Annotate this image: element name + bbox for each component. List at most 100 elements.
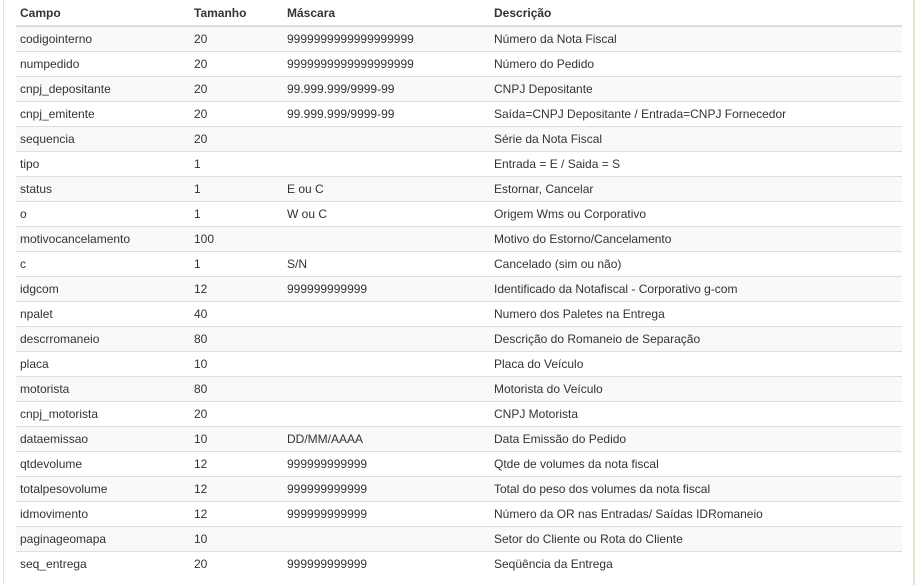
cell-campo: dataemissao (16, 426, 190, 452)
table-row: cnpj_depositante 20 99.999.999/9999-99 CNPJ… (16, 76, 902, 102)
cell-mascara: 99.999.999/9999-99 (283, 76, 490, 102)
cell-tamanho: 20 (190, 401, 283, 427)
cell-descricao: Setor do Cliente ou Rota do Cliente (490, 526, 902, 552)
cell-mascara: W ou C (283, 201, 490, 227)
table-row: codigointerno 20 9999999999999999999 Número… (16, 26, 902, 52)
cell-descricao: Entrada = E / Saida = S (490, 151, 902, 177)
table-row: numpedido 20 9999999999999999999 Número do … (16, 51, 902, 77)
cell-mascara: 99.999.999/9999-99 (283, 101, 490, 127)
cell-tamanho: 12 (190, 451, 283, 477)
table-row: descrromaneio 80 Descrição do Romaneio de … (16, 326, 902, 352)
table-row: npalet 40 Numero dos Paletes na Entrega (16, 301, 902, 327)
table-row: cnpj_motorista 20 CNPJ Motorista (16, 401, 902, 427)
cell-mascara: 999999999999 (283, 501, 490, 527)
cell-descricao: Cancelado (sim ou não) (490, 251, 902, 277)
cell-mascara (283, 526, 490, 552)
cell-descricao: Qtde de volumes da nota fiscal (490, 451, 902, 477)
cell-mascara (283, 151, 490, 177)
cell-descricao: Motorista do Veículo (490, 376, 902, 402)
cell-campo: c (16, 251, 190, 277)
cell-descricao: Estornar, Cancelar (490, 176, 902, 202)
cell-tamanho: 20 (190, 101, 283, 127)
cell-descricao: Numero dos Paletes na Entrega (490, 301, 902, 327)
cell-tamanho: 12 (190, 476, 283, 502)
cell-tamanho: 10 (190, 351, 283, 377)
table-row: motorista 80 Motorista do Veículo (16, 376, 902, 402)
cell-mascara: E ou C (283, 176, 490, 202)
cell-tamanho: 20 (190, 126, 283, 152)
table-row: placa 10 Placa do Veículo (16, 351, 902, 377)
cell-descricao: Série da Nota Fiscal (490, 126, 902, 152)
cell-mascara (283, 351, 490, 377)
cell-mascara: 999999999999 (287, 557, 368, 571)
cell-campo: totalpesovolume (16, 476, 190, 502)
cell-descricao: Data Emissão do Pedido (490, 426, 902, 452)
cell-tamanho: 1 (190, 151, 283, 177)
cell-tamanho: 20 (190, 26, 283, 52)
table-header-row: Campo Tamanho Máscara Descrição (16, 0, 902, 27)
cell-descricao: Origem Wms ou Corporativo (490, 201, 902, 227)
cell-mascara (283, 126, 490, 152)
table-row: tipo 1 Entrada = E / Saida = S (16, 151, 902, 177)
table-row: sequencia 20 Série da Nota Fiscal (16, 126, 902, 152)
table-row: c 1 S/N Cancelado (sim ou não) (16, 251, 902, 277)
header-mascara: Máscara (283, 0, 490, 27)
table-row: seq_entrega 20 999999999999 Seqüência da En… (16, 552, 902, 577)
cell-campo: npalet (16, 301, 190, 327)
cell-mascara: S/N (283, 251, 490, 277)
table-row: totalpesovolume 12 999999999999 Total do pe… (16, 476, 902, 502)
header-descricao: Descrição (490, 0, 902, 27)
cell-mascara (283, 401, 490, 427)
cell-campo: status (16, 176, 190, 202)
cell-descricao: Saída=CNPJ Depositante / Entrada=CNPJ Fo… (490, 101, 902, 127)
cell-campo: cnpj_motorista (16, 401, 190, 427)
cell-tamanho: 80 (190, 326, 283, 352)
cell-campo: seq_entrega (20, 557, 87, 571)
cell-descricao: Descrição do Romaneio de Separação (490, 326, 902, 352)
cell-campo: tipo (16, 151, 190, 177)
cell-mascara: 9999999999999999999 (283, 51, 490, 77)
cell-descricao: Total do peso dos volumes da nota fiscal (490, 476, 902, 502)
cell-mascara: 999999999999 (283, 276, 490, 302)
cell-tamanho: 10 (190, 426, 283, 452)
cell-campo: o (16, 201, 190, 227)
table-row: paginageomapa 10 Setor do Cliente ou Rota … (16, 526, 902, 552)
cell-campo: numpedido (16, 51, 190, 77)
table-row: status 1 E ou C Estornar, Cancelar (16, 176, 902, 202)
cell-descricao: Motivo do Estorno/Cancelamento (490, 226, 902, 252)
cell-mascara (283, 301, 490, 327)
cell-mascara (283, 226, 490, 252)
table-row: dataemissao 10 DD/MM/AAAA Data Emissão do P… (16, 426, 902, 452)
cell-mascara: 999999999999 (283, 476, 490, 502)
cell-tamanho: 40 (190, 301, 283, 327)
cell-mascara: 999999999999 (283, 451, 490, 477)
cell-campo: motivocancelamento (16, 226, 190, 252)
cell-campo: cnpj_depositante (16, 76, 190, 102)
header-campo: Campo (16, 0, 190, 27)
cell-descricao: Número da Nota Fiscal (490, 26, 902, 52)
cell-campo: qtdevolume (16, 451, 190, 477)
cell-mascara: DD/MM/AAAA (283, 426, 490, 452)
cell-mascara (283, 326, 490, 352)
cell-descricao: CNPJ Motorista (490, 401, 902, 427)
table-row: cnpj_emitente 20 99.999.999/9999-99 Saída=C… (16, 101, 902, 127)
cell-mascara (283, 376, 490, 402)
cell-campo: cnpj_emitente (16, 101, 190, 127)
cell-mascara: 9999999999999999999 (283, 26, 490, 52)
cell-tamanho: 80 (190, 376, 283, 402)
cell-tamanho: 10 (190, 526, 283, 552)
page-frame (3, 0, 915, 585)
cell-descricao: Placa do Veículo (490, 351, 902, 377)
table-row: idgcom 12 999999999999 Identificado da Nota… (16, 276, 902, 302)
cell-tamanho: 12 (190, 501, 283, 527)
cell-campo: codigointerno (16, 26, 190, 52)
cell-descricao: Identificado da Notafiscal - Corporativo… (490, 276, 902, 302)
cell-campo: placa (16, 351, 190, 377)
header-tamanho: Tamanho (190, 0, 283, 27)
cell-tamanho: 1 (190, 176, 283, 202)
cell-descricao: Seqüência da Entrega (494, 557, 613, 571)
cell-descricao: CNPJ Depositante (490, 76, 902, 102)
cell-campo: descrromaneio (16, 326, 190, 352)
cell-tamanho: 1 (190, 251, 283, 277)
cell-campo: idmovimento (16, 501, 190, 527)
